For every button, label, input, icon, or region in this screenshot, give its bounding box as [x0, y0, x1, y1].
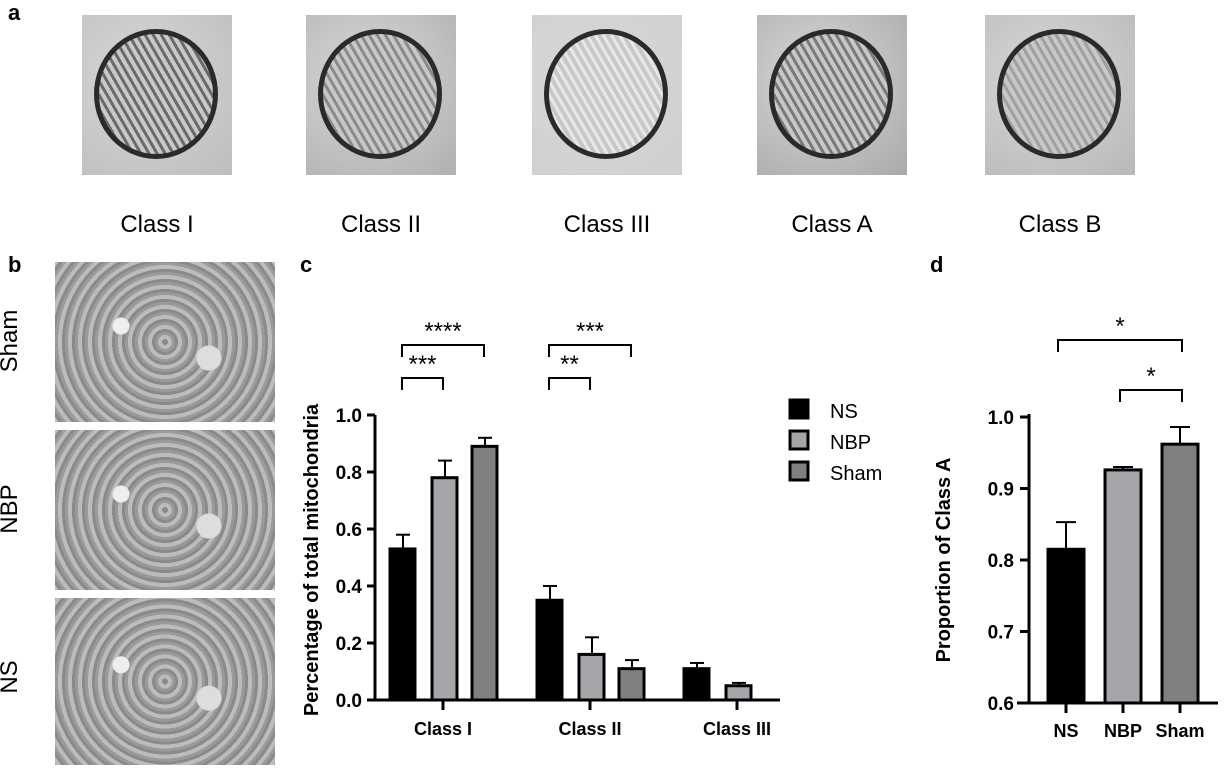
em-image-class-a: [757, 15, 907, 175]
x-tick-label: Class II: [558, 719, 621, 739]
y-tick-label-d: 0.6: [988, 694, 1014, 715]
panel-label-d: d: [930, 252, 944, 277]
em-image-class-ii: [306, 15, 456, 175]
y-tick-label: 0.8: [336, 463, 362, 484]
bar-ns: [535, 598, 564, 702]
sig-d-nbp-sham-bracket: [1119, 389, 1183, 402]
sig-class1-ns-nbp-bracket: [401, 377, 444, 390]
y-tick-label-d: 1.0: [988, 408, 1014, 429]
sig-class2-ns-sham-label: ***: [576, 318, 604, 345]
em-image-class-b: [985, 15, 1135, 175]
em-image-class-iii: [532, 15, 682, 175]
em-image-caption: Class B: [1018, 211, 1102, 238]
bar-nbp: [724, 684, 753, 702]
legend-label-ns: NS: [830, 401, 858, 423]
sig-d-ns-sham-label: *: [1115, 313, 1124, 340]
bar-nbp: [577, 652, 606, 702]
y-tick-label: 0.2: [336, 634, 362, 655]
legend-label-sham: Sham: [830, 463, 882, 485]
em-image-class-i: [82, 15, 232, 175]
mitochondrion: [544, 29, 668, 159]
y-tick-label-d: 0.9: [988, 480, 1014, 501]
y-tick-label: 0.4: [336, 577, 363, 598]
em-image-caption: Class II: [340, 211, 421, 238]
panel-label-a: a: [8, 0, 21, 25]
sig-class2-ns-nbp-bracket: [548, 377, 591, 390]
sig-class2-ns-sham-bracket: [548, 344, 632, 357]
y-tick-label: 0.6: [336, 520, 362, 541]
x-tick-label-d: NS: [1053, 721, 1078, 741]
legend-swatch-sham: [788, 460, 810, 482]
legend-swatch-ns: [788, 398, 810, 420]
sig-class1-ns-nbp-label: ***: [408, 351, 436, 378]
em-image-ns: [55, 598, 275, 765]
legend-label-nbp: NBP: [830, 432, 871, 454]
sig-d-ns-sham-bracket: [1057, 339, 1183, 352]
em-row-label: Sham: [0, 309, 23, 373]
bar-ns: [682, 667, 711, 702]
bar-d-sham: [1160, 442, 1200, 705]
bar-sham: [470, 444, 499, 702]
y-tick-label: 1.0: [336, 406, 362, 427]
bar-nbp: [430, 476, 459, 702]
em-image-nbp: [55, 430, 275, 590]
legend-swatch-nbp: [788, 429, 810, 451]
em-row-label: NBP: [0, 484, 23, 534]
bar-d-nbp: [1103, 468, 1143, 705]
sig-d-nbp-sham-label: *: [1146, 363, 1155, 390]
y-tick-label-d: 0.7: [988, 623, 1014, 644]
bar-sham: [617, 667, 646, 702]
em-image-sham: [55, 262, 275, 422]
y-axis-label-d: Proportion of Class A: [933, 458, 955, 663]
y-axis-label: Percentage of total mitochondria: [301, 403, 323, 716]
panel-label-b: b: [8, 252, 22, 277]
em-image-caption: Class I: [120, 211, 194, 238]
y-tick-label-d: 0.8: [988, 551, 1014, 572]
x-tick-label: Class III: [703, 719, 771, 739]
sig-class1-ns-sham-bracket: [401, 344, 485, 357]
panel-label-c: c: [300, 252, 313, 277]
x-tick-label-d: NBP: [1104, 721, 1142, 741]
sig-class2-ns-nbp-label: **: [560, 351, 579, 378]
sig-class1-ns-sham-label: ****: [424, 318, 461, 345]
bar-d-ns: [1046, 547, 1086, 705]
em-image-caption: Class III: [563, 211, 651, 238]
mitochondrion: [94, 29, 218, 159]
em-row-label: NS: [0, 660, 23, 694]
em-image-caption: Class A: [791, 211, 873, 238]
mitochondrion: [997, 29, 1121, 159]
bar-ns: [388, 547, 417, 702]
mitochondrion: [318, 29, 442, 159]
y-tick-label: 0.0: [336, 691, 362, 712]
x-tick-label: Class I: [414, 719, 472, 739]
mitochondrion: [769, 29, 893, 159]
x-tick-label-d: Sham: [1155, 721, 1204, 741]
